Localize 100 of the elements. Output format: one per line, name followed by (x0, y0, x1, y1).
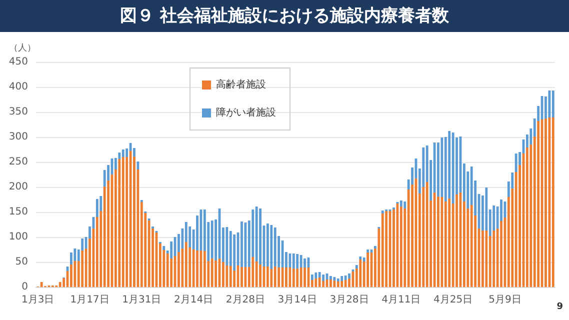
y-tick-label: 450 (8, 56, 28, 68)
bar (296, 268, 299, 287)
bar (226, 266, 228, 287)
bar (229, 266, 232, 287)
bar (304, 258, 306, 268)
bar (40, 282, 43, 287)
bar (381, 210, 384, 214)
y-tick-label: 50 (15, 256, 28, 268)
bar (296, 254, 299, 268)
bar (81, 250, 84, 287)
bar (362, 258, 366, 262)
bar (184, 242, 188, 287)
bar (178, 252, 180, 287)
bar (452, 132, 454, 204)
bar (404, 202, 406, 208)
bar (355, 265, 358, 268)
bar (244, 222, 247, 267)
bar (330, 280, 332, 287)
bar (255, 206, 258, 262)
bar (300, 255, 302, 268)
bar (285, 268, 288, 287)
bar (336, 278, 340, 282)
x-tick-label: 1月3日 (21, 294, 54, 306)
bar (300, 268, 302, 287)
bar (266, 266, 269, 287)
bar (240, 222, 243, 267)
bar (252, 257, 254, 287)
bar (359, 256, 362, 260)
bar (344, 276, 347, 280)
bar (74, 261, 76, 287)
y-axis-title: （人） (9, 42, 36, 52)
bar (314, 278, 318, 287)
bar (259, 208, 262, 264)
bar (552, 90, 554, 118)
bar (240, 267, 243, 287)
bar (214, 260, 217, 287)
bar (70, 264, 72, 287)
bar (196, 250, 198, 287)
legend-label: 障がい者施設 (216, 106, 276, 118)
bar (210, 258, 214, 287)
bar (340, 276, 344, 281)
bar (292, 254, 295, 268)
bar (504, 202, 506, 218)
bar (366, 252, 369, 287)
bar (537, 121, 540, 287)
bar (336, 282, 340, 287)
x-tick-label: 1月31日 (122, 294, 162, 306)
bar (548, 90, 551, 118)
bar (136, 162, 140, 170)
bar (266, 224, 269, 266)
bar (470, 205, 473, 287)
bar (96, 199, 98, 217)
x-tick-label: 3月14日 (278, 294, 317, 306)
bar (456, 194, 458, 287)
bar (222, 262, 224, 287)
bar (340, 281, 344, 287)
bar (226, 227, 228, 266)
bar (322, 274, 325, 281)
bar (70, 252, 72, 264)
x-tick-label: 4月25日 (434, 294, 473, 306)
bar (544, 118, 547, 287)
y-tick-label: 250 (8, 156, 28, 168)
bar (270, 269, 273, 287)
y-tick-label: 350 (8, 106, 28, 118)
bar (304, 268, 306, 287)
bar (514, 154, 518, 172)
chart-title: 図９ 社会福祉施設における施設内療養者数 (0, 0, 569, 32)
text: 9 (556, 302, 563, 312)
bar (118, 159, 121, 287)
bar (485, 230, 488, 287)
legend-label: 高齢者施設 (216, 78, 266, 90)
bar (274, 266, 276, 287)
bar (426, 182, 428, 287)
bar (440, 197, 444, 287)
bar (318, 272, 321, 278)
bar (314, 272, 318, 278)
bar (274, 228, 276, 266)
bar (552, 118, 554, 287)
x-tick-label: 4月11日 (382, 294, 421, 306)
bar (385, 211, 388, 287)
bar (366, 250, 369, 252)
bar (310, 274, 314, 280)
bar (330, 276, 332, 280)
bar (162, 246, 166, 250)
bar (381, 214, 384, 287)
bar (322, 281, 325, 287)
y-tick-label: 150 (8, 206, 28, 218)
bar (233, 234, 236, 270)
x-tick-label: 5月9日 (488, 294, 522, 306)
bar (58, 282, 62, 287)
x-tick-label: 1月17日 (70, 294, 110, 306)
bar (348, 274, 350, 278)
y-tick-label: 0 (22, 282, 28, 292)
bar (203, 251, 206, 287)
bar (122, 157, 124, 287)
y-tick-label: 200 (8, 182, 28, 192)
bar (292, 268, 295, 287)
bar (344, 280, 347, 287)
bar (437, 196, 440, 287)
bar (333, 277, 336, 280)
